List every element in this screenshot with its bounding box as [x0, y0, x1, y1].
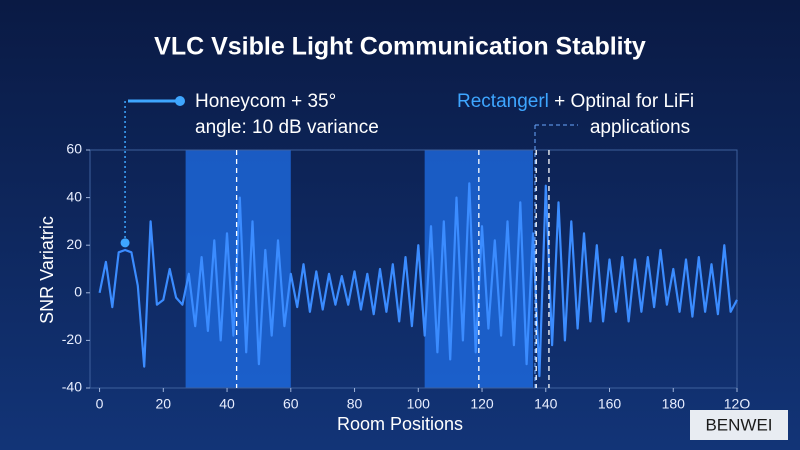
y-axis-label: SNR Variatric [37, 216, 57, 324]
annotation-text: Honeycom + 35° [195, 91, 336, 112]
x-tick-label: 60 [283, 396, 299, 412]
x-tick-label: 80 [347, 396, 363, 412]
x-tick-label: 100 [407, 396, 431, 412]
x-tick-label: 140 [534, 396, 558, 412]
annotation-text: applications [590, 117, 690, 138]
annotation-text: angle: 10 dB variance [195, 117, 379, 138]
watermark: BENWEI [705, 415, 772, 434]
y-tick-label: 20 [66, 236, 82, 252]
x-tick-label: 0 [96, 396, 104, 412]
x-tick-label: 120 [470, 396, 494, 412]
x-tick-label: 160 [598, 396, 622, 412]
chart-title: VLC Vsible Light Communication Stablity [154, 33, 646, 61]
watermark-box [690, 410, 788, 440]
annotation-point [120, 238, 130, 248]
x-tick-label: 40 [219, 396, 235, 412]
plot-frame [89, 149, 738, 389]
annotation-text: Rectangerl + Optinal for LiFi [457, 91, 694, 112]
x-tick-label: 20 [156, 396, 172, 412]
annotation-dot [175, 96, 185, 106]
x-axis-label: Room Positions [337, 414, 463, 434]
y-tick-label: -40 [62, 379, 82, 395]
y-tick-label: 40 [66, 188, 82, 204]
signal-line [98, 182, 738, 378]
annotation-text: + Optinal for LiFi [554, 91, 694, 112]
x-tick-label: 12O [724, 396, 751, 412]
y-tick-label: 0 [74, 284, 82, 300]
y-tick-label: 60 [66, 141, 82, 157]
x-tick-label: 180 [662, 396, 686, 412]
annotation-highlight: Rectangerl [457, 91, 549, 112]
y-tick-label: -20 [62, 331, 82, 347]
